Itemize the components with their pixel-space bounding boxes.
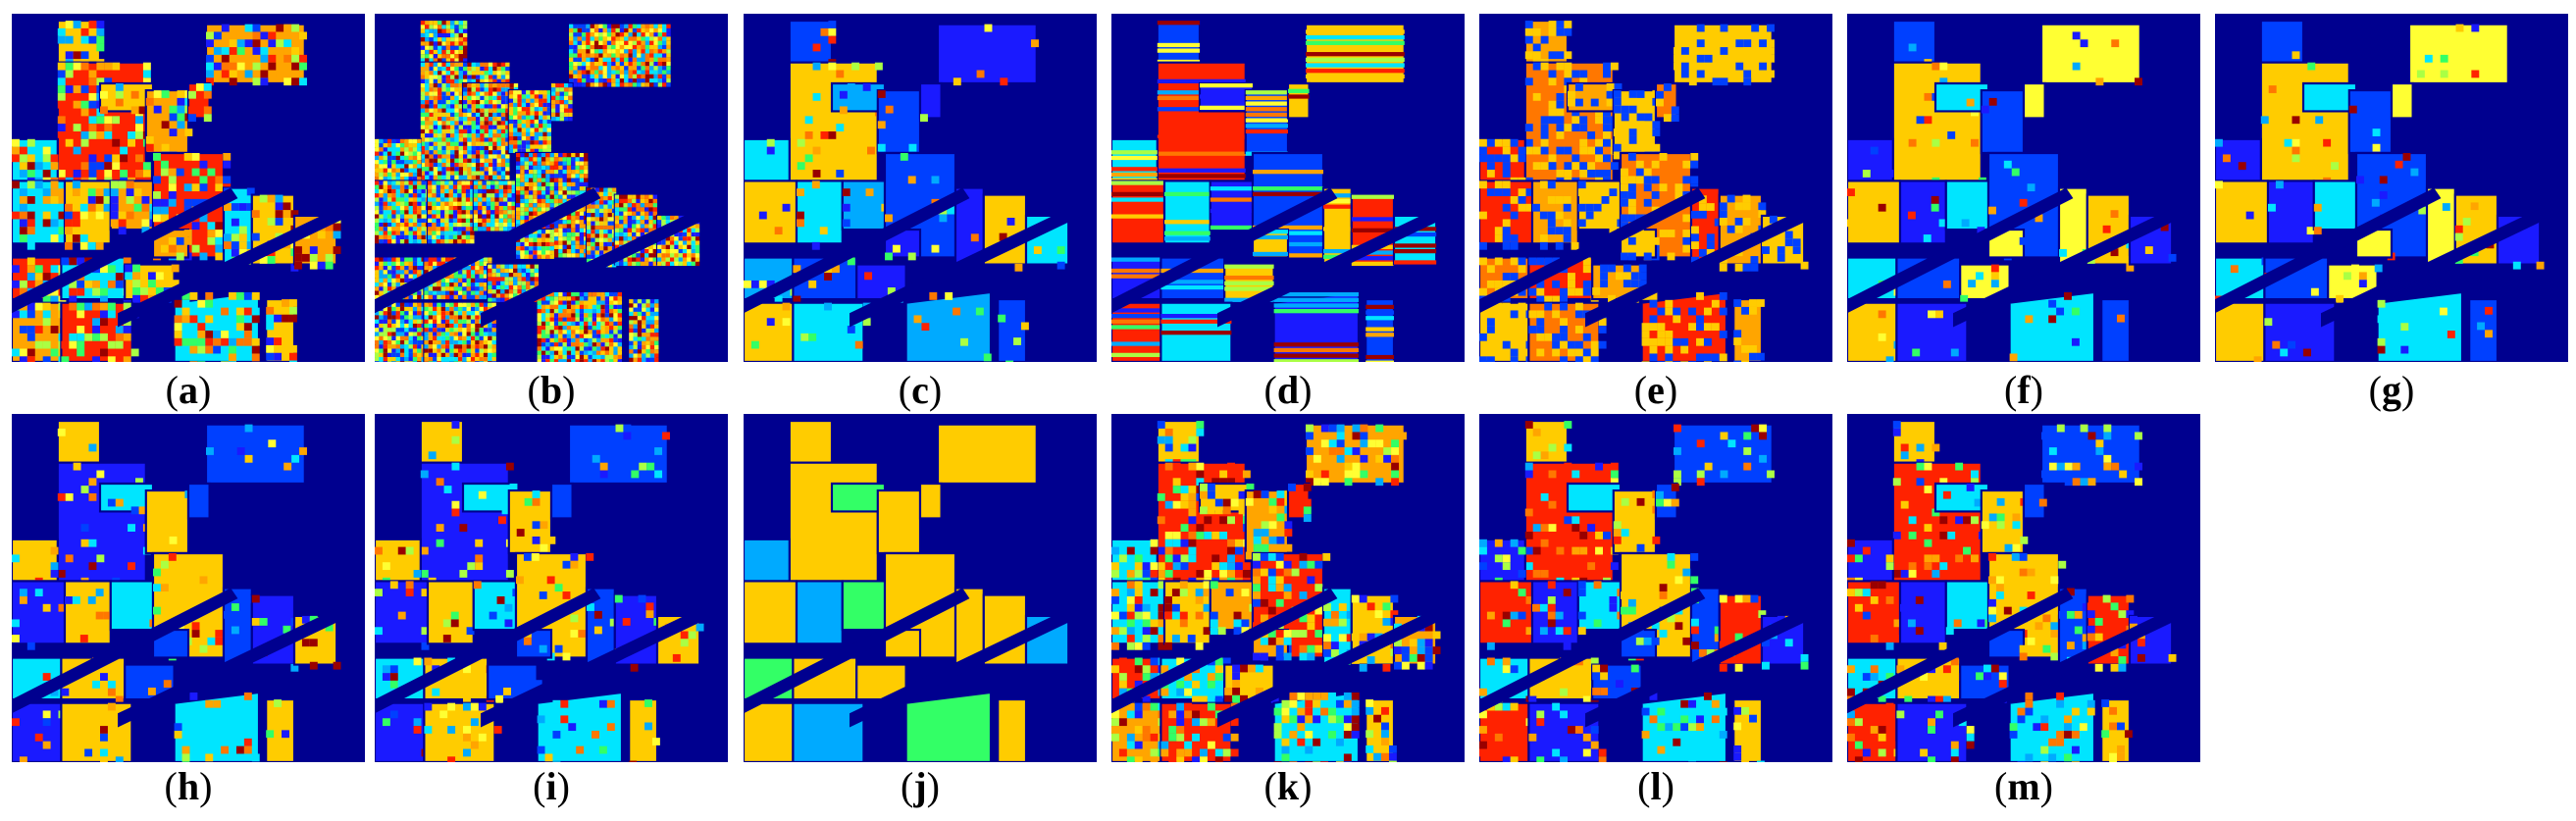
classification-map-g xyxy=(2215,14,2568,362)
caption-letter: f xyxy=(2017,368,2031,412)
classification-map-e xyxy=(1479,14,1832,362)
caption-letter: a xyxy=(179,368,198,412)
classification-map-i xyxy=(375,414,728,762)
caption-letter: i xyxy=(545,764,557,808)
caption-e: (e) xyxy=(1633,368,1678,412)
classification-map-a xyxy=(12,14,365,362)
caption-b: (b) xyxy=(527,368,576,412)
caption-letter: b xyxy=(540,368,563,412)
classification-map-d xyxy=(1111,14,1465,362)
caption-m: (m) xyxy=(1994,764,2053,808)
caption-d: (d) xyxy=(1263,368,1313,412)
caption-letter: g xyxy=(2382,368,2401,412)
caption-c: (c) xyxy=(898,368,943,412)
classification-map-l xyxy=(1479,414,1832,762)
classification-map-j xyxy=(744,414,1097,762)
classification-map-k xyxy=(1111,414,1465,762)
caption-letter: m xyxy=(2007,764,2040,808)
caption-h: (h) xyxy=(164,764,213,808)
classification-map-m xyxy=(1847,414,2200,762)
caption-k: (k) xyxy=(1263,764,1313,808)
caption-letter: k xyxy=(1276,764,1300,808)
classification-map-f xyxy=(1847,14,2200,362)
caption-letter: e xyxy=(1647,368,1665,412)
caption-letter: h xyxy=(177,764,200,808)
caption-letter: j xyxy=(913,764,927,808)
caption-g: (g) xyxy=(2368,368,2415,412)
caption-letter: l xyxy=(1650,764,1662,808)
classification-map-h xyxy=(12,414,365,762)
classification-map-c xyxy=(744,14,1097,362)
caption-i: (i) xyxy=(533,764,570,808)
caption-a: (a) xyxy=(165,368,212,412)
caption-letter: d xyxy=(1276,368,1300,412)
caption-letter: c xyxy=(911,368,929,412)
classification-map-b xyxy=(375,14,728,362)
caption-f: (f) xyxy=(2004,368,2043,412)
caption-j: (j) xyxy=(901,764,940,808)
caption-l: (l) xyxy=(1637,764,1674,808)
